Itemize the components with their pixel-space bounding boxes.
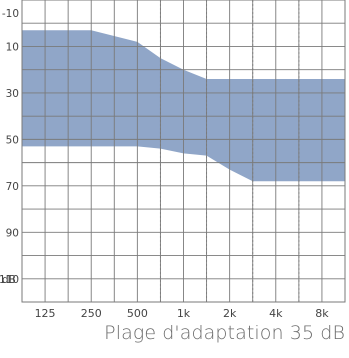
y-tick-label: 110 (0, 274, 19, 286)
y-axis-unit: dB (2, 274, 16, 286)
y-tick-label: 30 (6, 88, 19, 100)
y-tick-label: 70 (6, 181, 19, 193)
x-tick-label: 125 (35, 307, 56, 320)
fitting-range-caption: Plage d'adaptation 35 dB (104, 322, 345, 344)
x-tick-label: 500 (127, 307, 148, 320)
x-tick-label: 4k (269, 307, 283, 320)
y-tick-label: 50 (6, 134, 19, 146)
x-tick-label: 2k (223, 307, 237, 320)
y-tick-label: 10 (6, 41, 19, 53)
plot-frame (21, 0, 346, 303)
y-tick-label: -10 (2, 8, 19, 20)
x-tick-label: 250 (81, 307, 102, 320)
y-tick-label: 90 (6, 227, 19, 239)
x-tick-label: 8k (315, 307, 329, 320)
x-tick-label: 1k (177, 307, 191, 320)
